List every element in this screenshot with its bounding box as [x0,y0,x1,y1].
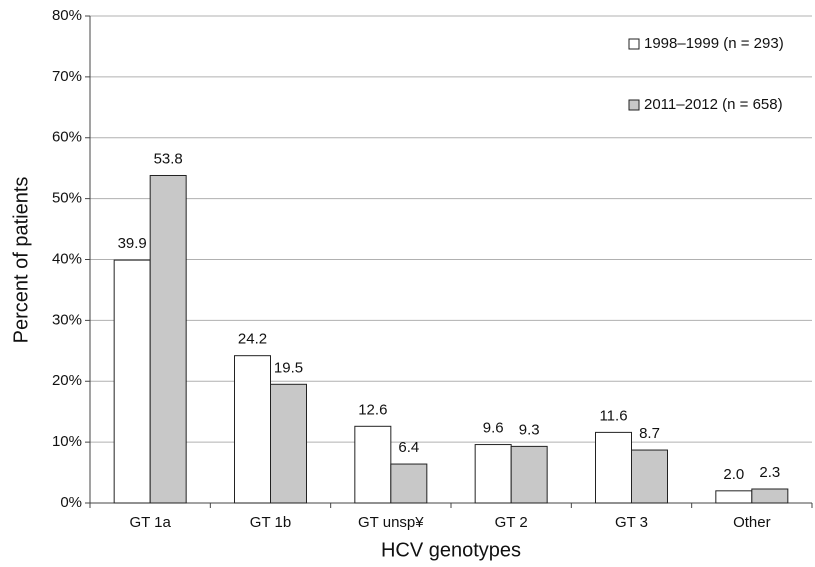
bar [751,488,789,504]
bar [631,449,668,504]
x-axis-label: HCV genotypes [381,539,521,561]
y-tick-label: 30% [52,311,82,328]
y-tick-label: 10% [52,433,82,450]
x-tick-label: GT 2 [495,514,528,531]
legend-swatch [628,38,640,50]
value-label: 11.6 [599,407,627,424]
y-tick-label: 50% [52,190,82,207]
value-label: 9.6 [483,420,504,437]
value-label: 2.0 [723,466,744,483]
bar [149,174,187,504]
x-tick-label: GT 1b [250,514,291,531]
x-tick-label: Other [733,514,771,531]
value-label: 12.6 [358,401,387,418]
value-label: 19.5 [274,359,303,376]
bar [113,259,151,504]
x-tick-label: GT 1a [129,514,171,531]
y-axis-label: Percent of patients [10,177,32,344]
value-label: 39.9 [118,235,147,252]
x-tick-label: GT 3 [615,514,648,531]
legend-label: 2011–2012 (n = 658) [644,96,783,113]
y-tick-label: 40% [52,250,82,267]
value-label: 8.7 [639,425,660,442]
y-tick-label: 0% [60,494,82,511]
y-tick-label: 80% [52,7,82,24]
legend-label: 1998–1999 (n = 293) [644,35,784,52]
bar [474,444,512,504]
bar [354,425,392,504]
bar [715,490,753,504]
value-label: 2.3 [759,464,780,481]
bar [510,445,548,504]
bar [234,355,271,504]
bar [270,383,307,504]
value-label: 53.8 [154,150,183,167]
y-tick-label: 60% [52,129,82,146]
value-label: 24.2 [238,331,267,348]
bar [595,431,632,504]
value-label: 6.4 [398,439,419,456]
legend-swatch [628,99,640,111]
y-tick-label: 70% [52,68,82,85]
x-tick-label: GT unsp¥ [358,514,424,531]
y-tick-label: 20% [52,372,82,389]
value-label: 9.3 [519,421,540,438]
bar [390,463,428,504]
